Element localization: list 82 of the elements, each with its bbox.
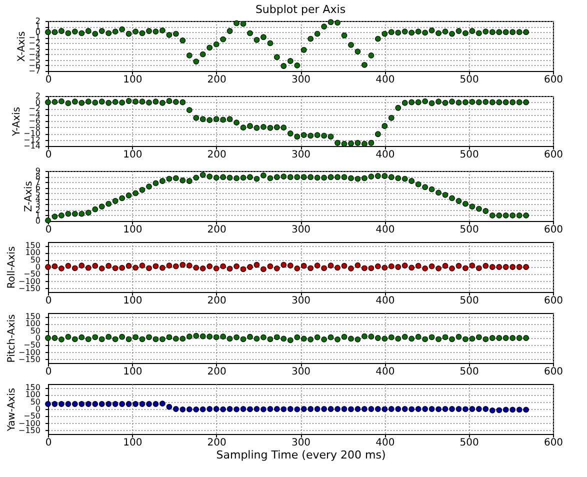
x-tick-label: 500: [460, 438, 479, 448]
x-tick-label: 100: [123, 150, 142, 160]
y-tick-label: −3: [28, 44, 40, 54]
y-axis-title: Y-Axis: [12, 106, 23, 138]
y-tick-label: 3: [35, 200, 40, 209]
y-tick-label: −2: [28, 104, 40, 113]
y-tick-label: 50: [30, 397, 40, 406]
x-tick-label: 0: [45, 366, 52, 378]
x-tick-label: 500: [460, 74, 479, 86]
y-tick-label: 100: [25, 390, 40, 400]
x-tick-label: 400: [376, 438, 395, 448]
y-tick-label: 0: [35, 98, 40, 107]
x-tick-label: 0: [45, 224, 52, 236]
x-tick-label: 300: [291, 224, 311, 236]
y-tick-label: −50: [24, 270, 40, 279]
y-tick-label: 0: [35, 334, 40, 342]
x-tick-label: 100: [123, 366, 142, 378]
x-tick-label: 300: [291, 438, 311, 448]
y-tick-label: −50: [24, 340, 40, 350]
x-tick-label: 100: [123, 438, 142, 448]
x-tick-label: 300: [291, 366, 311, 378]
y-tick-label: 2: [35, 16, 40, 26]
x-tick-label: 500: [460, 366, 479, 378]
x-tick-label: 600: [544, 438, 564, 448]
y-axis-title: X-Axis: [16, 31, 28, 62]
y-axis-title: Pitch-Axis: [6, 314, 18, 363]
y-tick-label: 9: [35, 166, 40, 176]
x-tick-label: 400: [376, 150, 395, 160]
y-tick-label: −10: [24, 129, 40, 138]
x-tick-label: 200: [207, 150, 226, 160]
chart-title: Subplot per Axis: [255, 3, 346, 16]
x-tick-label: 600: [544, 150, 564, 160]
x-axis-title: Sampling Time (every 200 ms): [216, 448, 386, 462]
y-tick-label: 50: [30, 326, 40, 336]
x-tick-label: 100: [123, 74, 142, 86]
x-tick-label: 200: [207, 438, 226, 448]
x-tick-label: 500: [460, 150, 479, 160]
y-tick-label: −150: [18, 354, 40, 364]
y-axis-title: Roll-Axis: [6, 246, 18, 289]
x-tick-label: 400: [376, 296, 395, 306]
y-tick-label: −150: [18, 426, 40, 435]
y-tick-label: −14: [24, 142, 40, 150]
x-tick-label: 400: [376, 74, 395, 86]
y-tick-label: 100: [25, 248, 40, 258]
y-tick-label: 50: [30, 255, 40, 264]
y-tick-label: −6: [28, 116, 40, 126]
y-tick-label: 0: [35, 262, 40, 272]
x-tick-label: 300: [291, 150, 311, 160]
x-tick-label: 500: [460, 224, 479, 236]
x-tick-label: 200: [207, 224, 226, 236]
y-tick-label: −8: [28, 122, 40, 132]
y-tick-label: 2: [35, 92, 40, 100]
x-tick-label: 100: [123, 296, 142, 306]
y-axis-title: Yaw-Axis: [6, 388, 18, 432]
x-tick-label: 200: [207, 366, 226, 378]
x-tick-label: 0: [45, 150, 52, 160]
y-tick-label: −100: [18, 418, 40, 428]
y-tick-label: −100: [18, 348, 40, 357]
y-tick-label: −100: [18, 276, 40, 286]
x-tick-label: 200: [207, 74, 226, 86]
x-tick-label: 0: [45, 74, 52, 86]
x-tick-label: 600: [544, 366, 564, 378]
y-tick-label: 150: [25, 312, 40, 322]
y-tick-label: 0: [35, 404, 40, 414]
x-tick-label: 500: [460, 296, 479, 306]
x-tick-label: 600: [544, 296, 564, 306]
x-tick-label: 0: [45, 438, 52, 448]
y-tick-label: −150: [18, 284, 40, 293]
y-axis-title: Z-Axis: [23, 181, 34, 212]
y-tick-label: −50: [24, 412, 40, 421]
x-tick-label: 300: [291, 296, 311, 306]
x-tick-label: 300: [291, 74, 311, 86]
y-tick-label: 150: [25, 241, 40, 250]
x-tick-label: 600: [544, 224, 564, 236]
y-tick-label: 100: [25, 319, 40, 328]
x-tick-label: 400: [376, 366, 395, 378]
y-tick-label: 150: [25, 383, 40, 392]
x-tick-label: 100: [123, 224, 142, 236]
x-tick-label: 200: [207, 296, 226, 306]
x-tick-label: 0: [45, 296, 52, 306]
x-tick-label: 400: [376, 224, 395, 236]
x-tick-label: 600: [544, 74, 564, 86]
